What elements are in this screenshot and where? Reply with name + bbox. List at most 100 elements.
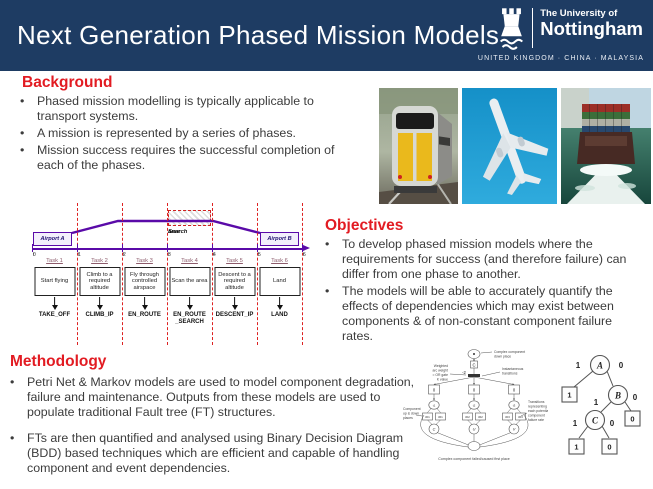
bullet-marker: • (325, 237, 330, 251)
svg-text:B: B (614, 391, 621, 401)
bullet-marker: • (325, 284, 330, 298)
task-box: Fly through controlled airspace (124, 267, 165, 296)
svg-text:0: 0 (619, 361, 624, 370)
bullet-text: A mission is represented by a series of … (37, 126, 296, 140)
bdd-diagram: A B C 1 0 1 0 1 0 1 0 1 0 (561, 354, 641, 455)
bullet-item: • Mission success requires the successful… (20, 143, 352, 173)
objectives-heading: Objectives (325, 217, 404, 234)
task-arrow (143, 297, 146, 305)
tick-prefix: t (168, 252, 170, 258)
methodology-heading: Methodology (10, 353, 107, 370)
svg-text:A: A (596, 361, 603, 371)
svg-text:0: 0 (473, 388, 476, 393)
bdd-terminal (561, 386, 578, 403)
tick-prefix: t (213, 252, 215, 258)
svg-text:arc weight: arc weight (433, 369, 449, 373)
svg-text:1: 1 (573, 419, 578, 428)
phase-name: DESCENT_IP (215, 312, 254, 318)
timeline-axis (32, 248, 304, 250)
svg-text:places: places (403, 416, 413, 420)
phase-boundary-line (167, 203, 168, 345)
tick-prefix: t (303, 252, 305, 258)
tick-index: 0 (33, 252, 36, 258)
logo-tagline: UNITED KINGDOM · CHINA · MALAYSIA (477, 55, 644, 62)
timeline-tick (121, 244, 123, 252)
task-arrow (278, 297, 281, 305)
logo-line1: The University of (540, 8, 618, 19)
svg-text:t3: t3 (513, 403, 516, 407)
transport-photos (379, 88, 651, 204)
bdd-node-c (584, 409, 606, 431)
svg-text:tD2: tD2 (465, 415, 470, 419)
objectives-bullets: • To develop phased mission models where … (325, 237, 645, 346)
airport-a-box: Airport A (33, 232, 72, 246)
gate-letter: C (472, 363, 475, 368)
svg-text:0: 0 (610, 419, 615, 428)
bullet-item: • To develop phased mission models where … (325, 237, 645, 282)
airport-b-box: Airport B (260, 232, 299, 246)
svg-text:C: C (592, 416, 599, 426)
petri-net-diagram: C -2 0 t1 tD1 tR1 C 0 (403, 349, 548, 461)
bullet-marker: • (20, 94, 25, 108)
svg-text:0: 0 (630, 415, 634, 424)
bullet-item: • A mission is represented by a series of… (20, 126, 352, 141)
page-title: Next Generation Phased Mission Models (17, 20, 500, 50)
task-arrow-head (231, 305, 238, 310)
bullet-item: • Phased mission modelling is typically a… (20, 94, 352, 124)
tick-index: 1 (78, 252, 81, 258)
flight-profile (71, 219, 261, 235)
bullet-text: Petri Net & Markov models are used to mo… (27, 375, 415, 419)
bdd-terminal (601, 438, 618, 455)
phase-boundary-line (122, 203, 123, 345)
task-label: Task 6 (271, 258, 288, 264)
svg-text:C: C (433, 428, 436, 432)
phase-name: TAKE_OFF (38, 312, 71, 318)
bullet-text: To develop phased mission models where t… (342, 237, 627, 281)
bullet-text: The models will be able to accurately qu… (342, 284, 614, 343)
svg-text:K value: K value (437, 378, 448, 382)
phase-boundary-line (302, 203, 303, 345)
background-heading: Background (22, 74, 113, 91)
task-box: Land (259, 267, 300, 296)
timeline-arrowhead (303, 245, 310, 252)
svg-text:down place: down place (494, 355, 511, 359)
petri-caption: Complex component failed/caused first pl… (438, 457, 510, 461)
task-arrow-head (276, 305, 283, 310)
task-label: Task 5 (226, 258, 243, 264)
tick-prefix: t (258, 252, 260, 258)
svg-text:0: 0 (633, 393, 638, 402)
svg-text:each potential: each potential (528, 409, 548, 413)
task-label: Task 3 (136, 258, 153, 264)
timeline-tick (166, 244, 168, 252)
svg-text:failure rate: failure rate (528, 418, 544, 422)
phase-boundary-line (257, 203, 258, 345)
svg-text:1: 1 (567, 391, 571, 400)
logo-line2: Nottingham (540, 18, 643, 39)
svg-text:tD1: tD1 (425, 415, 430, 419)
gate-weight: -2 (462, 370, 466, 375)
task-label: Task 2 (91, 258, 108, 264)
svg-text:transitions: transitions (502, 372, 518, 376)
tick-index: 3 (168, 252, 171, 258)
svg-text:representing: representing (528, 405, 547, 409)
petri-branch-2: 0 t2 tD2 tR2 U (462, 384, 486, 442)
bullet-text: Phased mission modelling is typically ap… (37, 94, 314, 123)
task-arrow-head (141, 305, 148, 310)
task-arrow (98, 297, 101, 305)
tick-index: 5 (258, 252, 261, 258)
tick-index: 4 (213, 252, 216, 258)
phase-name: EN_ROUTE _SEARCH (173, 312, 206, 325)
svg-text:0: 0 (607, 443, 611, 452)
phase-boundary-line (77, 203, 78, 345)
tick-prefix: t (33, 252, 35, 258)
background-bullets: • Phased mission modelling is typically a… (20, 94, 352, 175)
svg-text:V: V (513, 428, 516, 432)
svg-text:Instantaneous: Instantaneous (502, 367, 524, 371)
svg-text:component: component (528, 414, 545, 418)
phase-name: CLIMB_IP (85, 312, 114, 318)
svg-text:Transitions: Transitions (528, 400, 545, 404)
phase-boundary-line (212, 203, 213, 345)
timeline-tick (31, 244, 33, 252)
